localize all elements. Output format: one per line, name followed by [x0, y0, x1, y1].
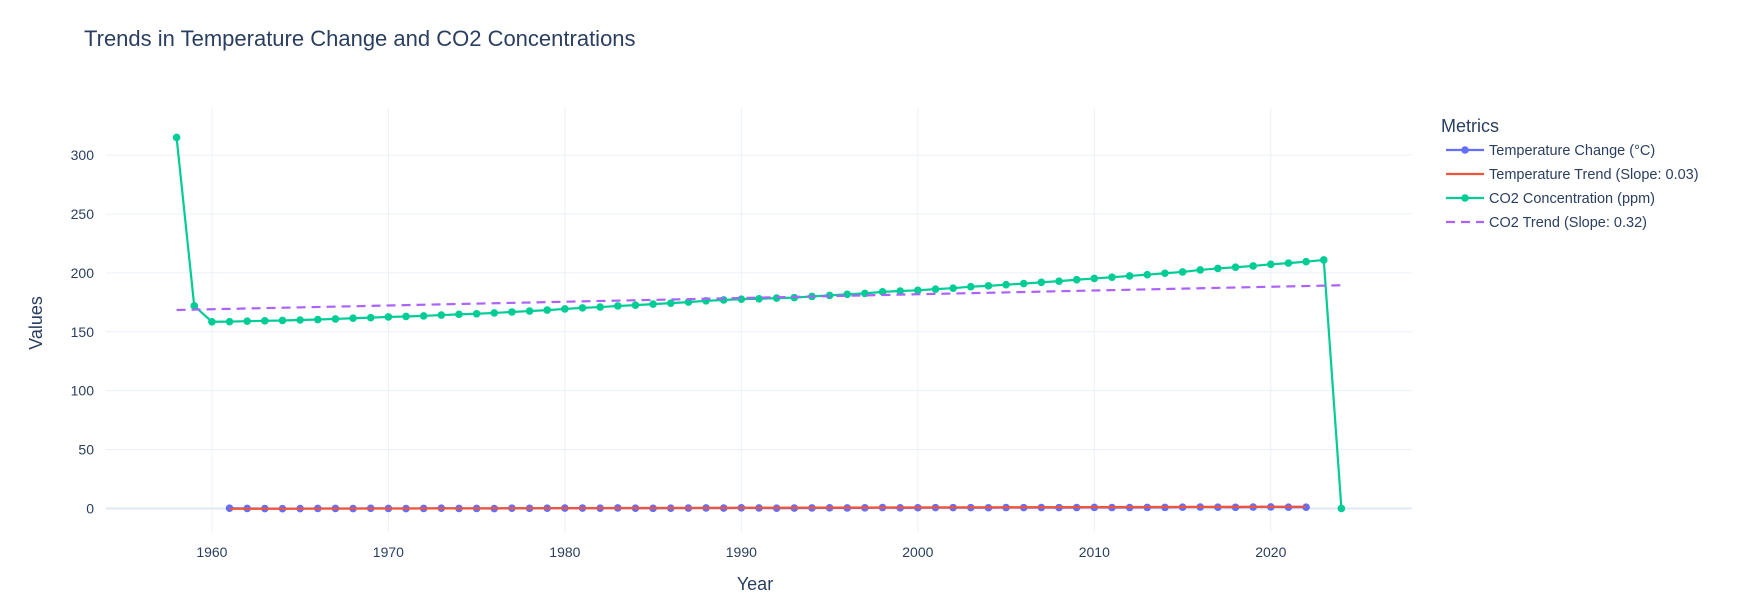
co2-concentration-point [666, 299, 675, 307]
x-tick-label: 1990 [726, 544, 757, 560]
legend: Metrics Temperature Change (°C) Temperatu… [1441, 116, 1699, 231]
series-layer [172, 133, 1346, 513]
co2-concentration-point [225, 317, 234, 326]
co2-concentration-point [561, 305, 569, 313]
co2-concentration-point [649, 300, 657, 308]
co2-concentration-point [1196, 266, 1205, 274]
co2-concentration-point [261, 317, 269, 325]
legend-label: Temperature Trend (Slope: 0.03) [1489, 167, 1699, 183]
x-tick-label: 1960 [196, 544, 227, 560]
x-tick-label: 2010 [1079, 544, 1110, 560]
co2-concentration-point [984, 282, 993, 290]
co2-concentration-point [419, 312, 428, 320]
co2-concentration-point [1161, 269, 1169, 278]
co2-concentration-point [631, 301, 640, 309]
co2-concentration-point [1178, 268, 1187, 276]
co2-concentration-point [525, 307, 534, 315]
temperature-trend-line [229, 505, 1307, 510]
co2-concentration-point [402, 312, 410, 321]
co2-concentration-point [455, 310, 463, 319]
co2-concentration-point [508, 308, 516, 316]
temperature-trend-series [229, 505, 1307, 510]
y-axis-title: Values [26, 296, 46, 350]
co2-concentration-point [1319, 256, 1328, 264]
legend-title: Metrics [1441, 116, 1499, 136]
y-tick-label: 0 [86, 500, 94, 516]
co2-concentration-point [190, 302, 199, 310]
co2-concentration-point [331, 315, 340, 323]
co2-concentration-point [1214, 264, 1222, 273]
co2-concentration-point [1125, 272, 1134, 280]
co2-concentration-point [490, 309, 499, 317]
co2-concentration-point [1019, 279, 1028, 288]
co2-concentration-point [843, 290, 852, 299]
co2-concentration-point [172, 133, 181, 142]
legend-label: Temperature Change (°C) [1489, 143, 1655, 159]
legend-item-temperature-change: Temperature Change (°C) [1446, 143, 1655, 159]
co2-concentration-point [578, 304, 587, 312]
y-tick-label: 300 [71, 147, 95, 163]
co2-concentration-point [1090, 274, 1099, 283]
co2-concentration-point [1302, 257, 1310, 266]
co2-concentration-point [949, 284, 957, 293]
co2-concentration-point [243, 317, 251, 325]
y-tick-label: 250 [71, 206, 95, 222]
legend-item-co2-trend: CO2 Trend (Slope: 0.32) [1446, 215, 1647, 231]
x-tick-label: 1970 [373, 544, 404, 560]
co2-concentration-point [437, 311, 446, 319]
legend-label: CO2 Concentration (ppm) [1489, 191, 1655, 207]
legend-item-co2-concentration: CO2 Concentration (ppm) [1446, 191, 1655, 207]
co2-concentration-point [596, 303, 604, 311]
co2-concentration-point [296, 316, 304, 324]
grid-layer [106, 108, 1412, 532]
co2-concentration-point [1037, 278, 1046, 287]
y-tick-label: 150 [71, 324, 95, 340]
co2-concentration-point [472, 309, 481, 318]
x-tick-label: 1980 [549, 544, 580, 560]
co2-concentration-point [1337, 504, 1346, 513]
co2-concentration-point [366, 313, 375, 322]
co2-concentration-point [1143, 270, 1152, 279]
legend-item-temperature-trend: Temperature Trend (Slope: 0.03) [1446, 167, 1699, 183]
co2-concentration-point [313, 315, 322, 324]
co2-concentration-series [172, 133, 1346, 513]
x-tick-label: 2020 [1255, 544, 1286, 560]
chart-title: Trends in Temperature Change and CO2 Con… [84, 26, 636, 51]
co2-concentration-point [1002, 280, 1010, 289]
legend-marker [1461, 194, 1469, 202]
y-tick-label: 50 [78, 442, 94, 458]
y-tick-label: 200 [71, 265, 95, 281]
co2-concentration-point [543, 306, 552, 314]
co2-concentration-point [384, 313, 393, 321]
co2-concentration-point [278, 316, 287, 325]
co2-concentration-line [175, 137, 1343, 509]
axis-layer: 1960 1970 1980 1990 2000 2010 2020 0 50 100 150 200… [71, 147, 1287, 560]
co2-concentration-point [1249, 262, 1257, 270]
y-tick-label: 100 [71, 383, 95, 399]
co2-concentration-point [1108, 273, 1116, 282]
co2-concentration-point [1231, 263, 1240, 272]
co2-concentration-point [1055, 277, 1063, 285]
co2-concentration-point [208, 317, 216, 326]
co2-concentration-point [896, 287, 904, 295]
co2-concentration-point [878, 288, 887, 296]
co2-concentration-point [755, 295, 763, 303]
co2-concentration-point [1072, 275, 1081, 284]
co2-concentration-point [914, 286, 922, 295]
x-axis-title: Year [737, 574, 773, 594]
co2-concentration-point [349, 314, 357, 323]
co2-concentration-point [614, 302, 622, 310]
x-tick-label: 2000 [902, 544, 933, 560]
co2-concentration-point [1267, 260, 1275, 269]
co2-concentration-point [1284, 259, 1293, 267]
legend-label: CO2 Trend (Slope: 0.32) [1489, 215, 1647, 231]
co2-concentration-point [966, 282, 975, 291]
legend-marker [1461, 146, 1469, 154]
co2-concentration-point [931, 285, 940, 293]
